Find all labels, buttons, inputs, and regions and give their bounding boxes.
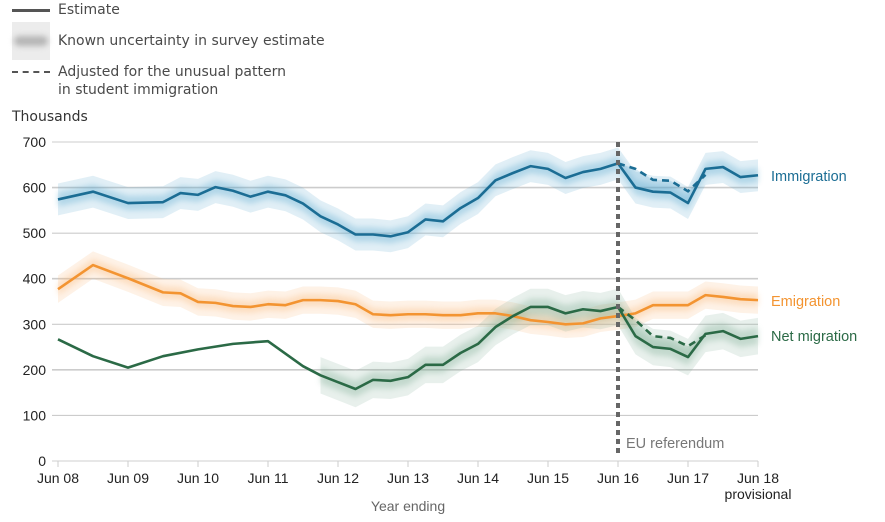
x-tick-label: Jun 18 [737, 470, 779, 486]
series-labels: Immigration Emigration Net migration [771, 169, 857, 345]
y-tick-label: 600 [23, 180, 47, 196]
y-tick-label: 500 [23, 225, 47, 241]
series-lines [57, 162, 759, 391]
x-tick-label: Jun 14 [457, 470, 499, 486]
series-label-emigration: Emigration [771, 294, 840, 310]
adjusted-line-immigration [617, 162, 707, 193]
solid-line-swatch-icon [12, 9, 50, 12]
legend-label-estimate: Estimate [58, 2, 120, 18]
adjusted-line-net-migration [617, 305, 707, 348]
x-tick-label: Jun 12 [317, 470, 359, 486]
x-tick-label: Jun 09 [107, 470, 149, 486]
dashed-line-swatch-icon [12, 71, 50, 73]
x-axis: Jun 08 Jun 09 Jun 10 Jun 11 Jun 12 Jun 13 Jun … [37, 461, 791, 514]
x-tick-label: Jun 15 [527, 470, 569, 486]
series-label-immigration: Immigration [771, 169, 847, 185]
series-line-immigration [57, 162, 759, 238]
x-tick-label: Jun 13 [387, 470, 429, 486]
uncertainty-band-swatch-icon [12, 22, 50, 60]
legend-label-adjusted-1: Adjusted for the unusual pattern [58, 64, 286, 80]
legend-label-uncertainty: Known uncertainty in survey estimate [58, 33, 325, 49]
x-tick-label: Jun 16 [597, 470, 639, 486]
uncertainty-bands [58, 147, 758, 408]
eu-referendum-annotation: EU referendum [616, 142, 724, 457]
x-tick-label: Jun 10 [177, 470, 219, 486]
x-tick-label: Jun 17 [667, 470, 709, 486]
y-tick-label: 300 [23, 316, 47, 332]
series-line-net-migration [57, 305, 759, 391]
y-tick-label: 100 [23, 407, 47, 423]
uncertainty-band-inner [58, 258, 758, 331]
series-line-emigration [57, 263, 759, 326]
x-tick-label: Jun 11 [248, 470, 289, 486]
x-axis-title: Year ending [371, 498, 445, 514]
y-tick-label: 700 [23, 134, 47, 150]
uncertainty-band-outer [320, 288, 758, 408]
series-label-net-migration: Net migration [771, 329, 857, 345]
uncertainty-band-inner [320, 298, 758, 398]
y-tick-label: 200 [23, 362, 47, 378]
x-tick-label: Jun 08 [37, 470, 79, 486]
y-tick-label: 400 [23, 271, 47, 287]
y-axis-ticks: 0 100 200 300 400 500 600 700 [23, 134, 47, 469]
x-tick-sublabel: provisional [725, 486, 792, 502]
eu-referendum-label: EU referendum [626, 436, 724, 452]
legend-label-adjusted-2: in student immigration [58, 82, 219, 98]
y-axis-title: Thousands [12, 109, 88, 125]
adjusted-gap-fill [618, 163, 706, 204]
y-tick-label: 0 [38, 453, 46, 469]
uncertainty-band-inner [58, 156, 758, 244]
